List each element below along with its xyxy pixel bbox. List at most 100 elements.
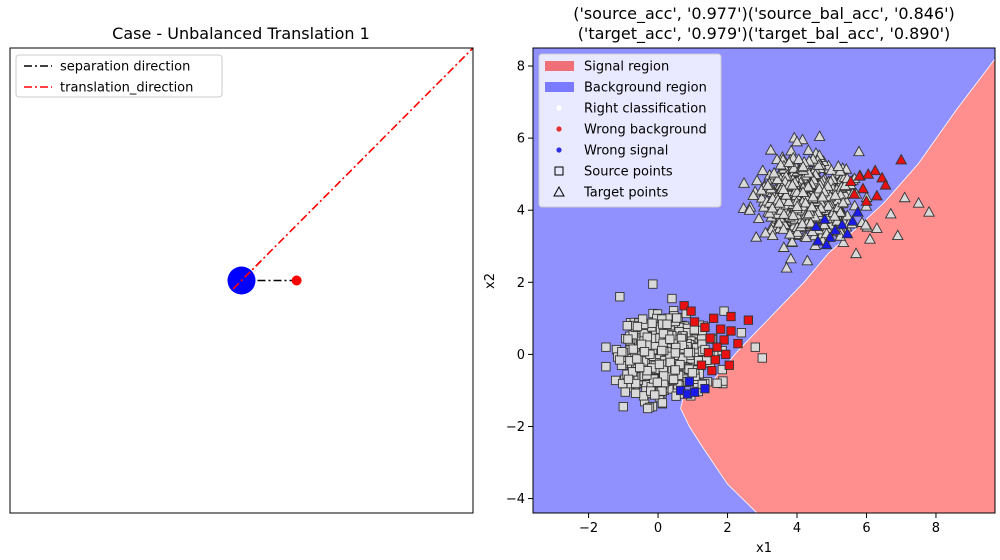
wrong-background-source-point [696,360,707,370]
y-tick-label: 2 [517,276,525,291]
target-point [777,208,790,219]
wrong-background-source-point [726,326,736,336]
target-point [784,252,797,264]
wrong-signal-target-point [810,220,823,232]
target-point [812,159,825,170]
wrong-background-target-point [869,164,882,176]
target-point [761,179,774,190]
target-point [773,216,786,228]
source-point [667,293,677,304]
legend-swatch-4 [556,147,562,153]
source-point [662,319,672,329]
wrong-background-target-point [848,187,861,199]
left-series-line-1 [232,48,473,290]
x-tick-label: −2 [579,521,598,536]
source-point [683,348,694,358]
target-point [828,209,841,221]
y-tick-label: 6 [517,132,525,147]
legend-swatch-1 [545,82,574,92]
target-point [777,183,790,194]
source-point [689,325,699,335]
y-tick-label: −4 [506,492,525,507]
source-point [642,403,653,414]
target-point [786,178,799,190]
legend-swatch-3 [556,126,562,132]
target-point [797,160,810,172]
source-point [687,368,698,378]
target-point [802,144,815,155]
target-point [783,227,796,239]
target-point [818,218,831,230]
target-point [777,223,790,234]
target-point [768,166,781,178]
wrong-background-target-point [853,169,866,181]
legend-label-0: Signal region [584,60,669,75]
target-point [787,209,800,220]
source-point [665,334,675,344]
source-point [648,279,658,289]
legend-swatch-5 [554,166,564,176]
legend-label-5: Source points [584,165,673,180]
legend-label-1: Background region [584,81,707,96]
source-point [614,355,625,365]
wrong-background-source-point [700,322,710,333]
source-point [652,377,663,387]
target-point [822,200,835,211]
target-point [834,206,847,217]
source-point [750,342,760,352]
target-point [912,196,925,208]
right-legend-box [538,53,722,208]
wrong-background-target-point [860,195,873,206]
source-point [622,321,632,331]
source-point [657,345,667,356]
target-point [782,195,795,206]
target-point [805,200,818,212]
left-legend: separation direction translation_directio… [15,54,223,98]
wrong-background-target-point [862,168,875,179]
target-point [840,162,853,174]
wrong-background-source-point [710,355,721,365]
target-point [800,231,813,242]
separation-end-point [291,275,302,286]
target-point [832,160,845,171]
target-point [807,190,820,202]
decision-boundary [680,58,995,513]
legend-label-2: Right classification [584,102,706,117]
target-point [783,156,796,168]
target-point [802,180,815,192]
legend-label-3: Wrong background [584,123,707,138]
x-tick-label: 4 [793,521,801,536]
source-point [719,306,729,316]
source-point [712,378,722,388]
wrong-signal-target-point [824,231,836,242]
source-point [658,329,669,339]
target-point [777,241,790,252]
wrong-background-target-point [870,189,883,201]
source-point [632,354,642,364]
target-point [802,207,815,219]
target-point [752,212,765,224]
left-plot-frame [9,47,474,514]
left-legend-label-1: translation_direction [60,81,193,96]
target-point [837,196,850,208]
source-point [654,359,665,370]
legend-label-4: Wrong signal [584,144,668,159]
target-point [853,145,865,157]
source-point [639,346,650,357]
right-axis-ticks: −2 0 2 4 6 8 −4 −2 0 2 4 6 8 [506,60,940,536]
wrong-signal-source-point [689,387,700,397]
source-point [623,334,633,344]
source-point [623,374,634,384]
source-point [628,344,638,354]
x-tick-label: 0 [654,521,662,536]
right-chart: ('source_acc', '0.977')('source_bal_acc'… [483,4,996,556]
target-point [870,222,883,233]
source-point [668,374,679,384]
target-point [771,173,784,184]
target-point [785,144,798,156]
target-point [766,229,779,241]
x-axis-label: x1 [756,541,772,556]
legend-swatch-0 [545,61,574,71]
legend-label-6: Target points [583,186,669,201]
wrong-background-source-point [719,335,729,345]
